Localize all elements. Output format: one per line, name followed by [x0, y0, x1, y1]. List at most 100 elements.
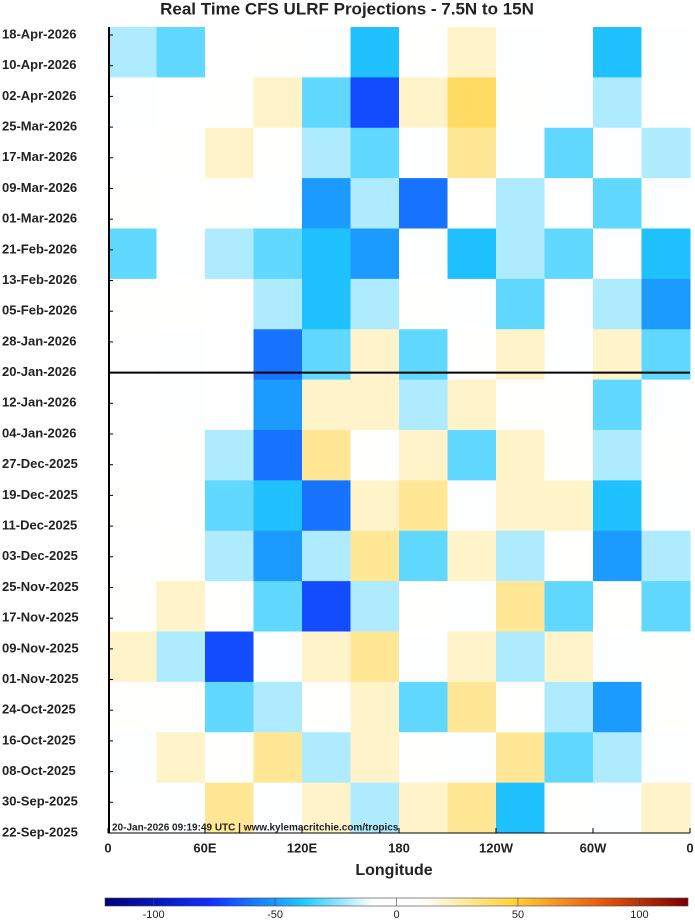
heat-cell: [350, 27, 400, 78]
y-tick-label: 24-Oct-2025: [2, 702, 76, 717]
heat-cell: [205, 782, 254, 834]
heat-cell: [156, 782, 206, 834]
heat-cell: [447, 127, 497, 179]
heat-cell: [544, 581, 594, 632]
heat-cell: [302, 278, 351, 330]
heat-cell: [593, 178, 642, 229]
heat-cell: [447, 379, 497, 431]
heat-cell: [302, 480, 351, 532]
heat-cell: [302, 127, 351, 179]
heat-cell: [593, 430, 642, 481]
heat-cell: [156, 681, 206, 733]
heat-cell: [108, 178, 157, 229]
heat-cell: [447, 278, 497, 330]
heat-cell: [447, 581, 497, 632]
heat-cell: [544, 228, 594, 280]
heat-cell: [544, 127, 594, 179]
heat-cell: [302, 228, 351, 280]
heat-cell: [253, 379, 303, 431]
heat-cell: [302, 379, 351, 431]
heat-cell: [205, 480, 254, 532]
heat-cell: [350, 77, 400, 129]
heat-cell: [108, 27, 157, 78]
heat-cell: [156, 530, 206, 582]
heat-cell: [399, 27, 448, 78]
heat-cell: [593, 530, 642, 582]
heat-cell: [253, 782, 303, 834]
heat-cell: [641, 127, 691, 179]
heat-cell: [302, 782, 351, 834]
heat-cell: [496, 178, 545, 229]
heat-cell: [253, 732, 303, 784]
heat-cell: [253, 77, 303, 129]
heat-cell: [302, 530, 351, 582]
heat-cell: [350, 379, 400, 431]
heat-cell: [399, 631, 448, 683]
colorbar-tick-label: 0: [393, 909, 399, 921]
heat-cell: [399, 581, 448, 632]
heat-cell: [544, 782, 594, 834]
y-tick-label: 09-Nov-2025: [2, 640, 79, 655]
y-tick-label: 03-Dec-2025: [2, 548, 78, 563]
heat-cell: [447, 228, 497, 280]
heat-cell: [544, 681, 594, 733]
heat-cell: [447, 530, 497, 582]
heat-cell: [108, 530, 157, 582]
heat-cell: [641, 681, 691, 733]
heat-cell: [544, 77, 594, 129]
heat-cell: [108, 732, 157, 784]
heat-cell: [350, 681, 400, 733]
heat-cell: [302, 681, 351, 733]
y-tick-label: 01-Mar-2026: [2, 211, 77, 226]
heat-cell: [302, 178, 351, 229]
heat-cell: [350, 228, 400, 280]
heat-cell: [399, 732, 448, 784]
x-tick-label: 0: [104, 840, 111, 855]
heat-cell: [496, 228, 545, 280]
y-tick-label: 09-Mar-2026: [2, 180, 77, 195]
x-tick-label: 60E: [193, 840, 216, 855]
heat-cell: [350, 782, 400, 834]
heat-cell: [253, 681, 303, 733]
y-tick-label: 25-Nov-2025: [2, 579, 79, 594]
heat-cell: [641, 430, 691, 481]
heat-cell: [350, 732, 400, 784]
heat-cell: [641, 379, 691, 431]
y-tick-label: 12-Jan-2026: [2, 395, 76, 410]
heat-cell: [399, 77, 448, 129]
heat-cell: [253, 530, 303, 582]
heat-cell: [544, 631, 594, 683]
heat-cell: [108, 581, 157, 632]
heat-cell: [496, 631, 545, 683]
y-tick-label: 05-Feb-2026: [2, 303, 77, 318]
x-tick-label: 180: [388, 840, 410, 855]
heat-cell: [593, 228, 642, 280]
heat-cell: [253, 178, 303, 229]
heat-cell: [205, 278, 254, 330]
heat-cell: [350, 430, 400, 481]
heat-cell: [447, 681, 497, 733]
heat-cell: [156, 732, 206, 784]
y-tick-label: 16-Oct-2025: [2, 732, 76, 747]
x-tick-label: 60W: [580, 840, 607, 855]
heat-cell: [496, 77, 545, 129]
heat-cell: [544, 430, 594, 481]
colorbar-tick-label: 50: [512, 909, 524, 921]
heat-cell: [496, 27, 545, 78]
heat-cell: [399, 228, 448, 280]
colorbar-tick-label: -50: [267, 909, 283, 921]
heat-cell: [399, 430, 448, 481]
heat-cell: [593, 278, 642, 330]
heat-cell: [253, 27, 303, 78]
y-tick-label: 02-Apr-2026: [2, 88, 76, 103]
heat-cell: [253, 228, 303, 280]
y-tick-label: 27-Dec-2025: [2, 456, 78, 471]
heat-cell: [205, 681, 254, 733]
heat-cell: [447, 732, 497, 784]
heat-cell: [399, 681, 448, 733]
colorbar-tick-label: 100: [630, 909, 648, 921]
y-tick-label: 08-Oct-2025: [2, 763, 76, 778]
heat-cell: [350, 631, 400, 683]
heat-cell: [593, 480, 642, 532]
y-tick-label: 17-Mar-2026: [2, 149, 77, 164]
